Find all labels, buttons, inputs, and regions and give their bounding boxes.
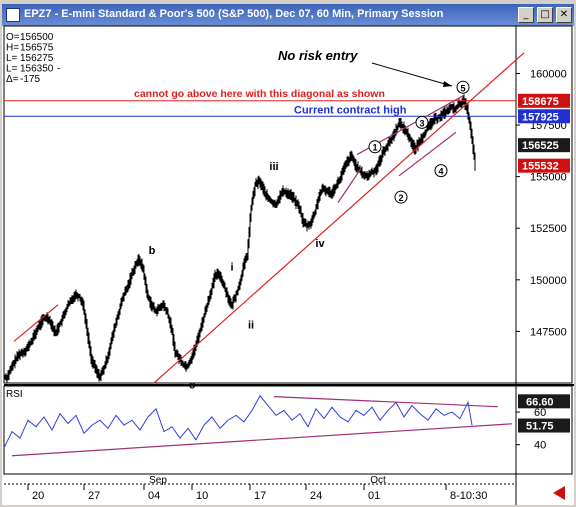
price-tag-label: 157925 <box>522 111 559 123</box>
ohlc-readout-key: L= <box>6 53 18 64</box>
minimize-button[interactable]: _ <box>518 7 534 23</box>
price-tag-label: 155532 <box>522 161 559 173</box>
price-panel: 1475001500001525001550001575001600001586… <box>3 25 573 505</box>
price-tag-label: 156525 <box>522 140 559 152</box>
time-axis-panel: Sep Oct 20 27 04 10 17 24 01 8-10:30 <box>4 475 565 502</box>
close-button[interactable]: ✕ <box>556 7 572 23</box>
wave-circle-label: 4 <box>438 167 443 177</box>
ohlc-readout-key: O= <box>6 32 20 43</box>
rsi-lower-trend <box>11 423 513 457</box>
price-tag-box <box>518 138 570 153</box>
ohlc-readout-value: 156275 <box>20 53 54 64</box>
price-tag-box <box>518 93 570 108</box>
wave-circle <box>394 190 408 204</box>
ohlc-readout-key: H= <box>6 43 19 54</box>
wave-label: b <box>149 245 156 257</box>
rsi-y-tick-label: 60 <box>534 407 546 419</box>
annotation-layer: No risk entry cannot go above here with t… <box>6 32 470 391</box>
time-tick-label: 27 <box>88 490 100 502</box>
ohlc-readout-value: 156575 <box>20 43 54 54</box>
chart-background <box>2 26 574 505</box>
month-label: Sep <box>149 475 167 486</box>
price-tag-label: 158675 <box>522 96 559 108</box>
wave-label: iii <box>269 161 278 173</box>
rsi-series-line <box>3 394 473 449</box>
maximize-button[interactable]: □ <box>537 7 553 23</box>
ohlc-readout-value: -175 <box>20 74 40 85</box>
ohlc-readout-value: 156500 <box>20 32 54 43</box>
rsi-value-tag-label: 51.75 <box>526 421 554 433</box>
ohlc-readout-value: 156350 <box>20 64 54 75</box>
wave-circle-label: 1 <box>372 143 377 153</box>
price-panel-frame <box>3 25 573 384</box>
purple-diagonal-lower <box>398 131 457 177</box>
red-trend-lower <box>153 52 525 384</box>
time-tick-label: 01 <box>368 490 380 502</box>
price-y-tick-label: 147500 <box>530 326 567 338</box>
wave-circle <box>434 164 448 178</box>
month-label: Oct <box>370 475 386 486</box>
time-tick-label: 17 <box>254 490 266 502</box>
no-risk-entry-arrow <box>371 62 453 87</box>
wave-label: ii <box>248 319 254 331</box>
price-y-tick-label: 152500 <box>530 223 567 235</box>
red-trend-upper <box>13 304 59 342</box>
rsi-upper-trend <box>273 395 499 408</box>
window-titlebar[interactable]: EPZ7 - E-mini Standard & Poor's 500 (S&P… <box>2 4 574 26</box>
window-title: EPZ7 - E-mini Standard & Poor's 500 (S&P… <box>24 8 444 20</box>
time-tick-label: 20 <box>32 490 44 502</box>
wave-circle-label: 3 <box>419 118 424 128</box>
price-y-tick-label: 150000 <box>530 275 567 287</box>
ohlc-readout-key: L= <box>6 64 18 75</box>
rsi-value-tag-box <box>518 418 570 433</box>
current-contract-high-annotation: Current contract high <box>294 104 407 116</box>
wave-label: iv <box>315 238 325 250</box>
ohlc-readout-key: Δ= <box>6 74 19 85</box>
price-y-tick-label: 160000 <box>530 68 567 80</box>
wave-circle-label: 5 <box>460 83 465 93</box>
rsi-y-tick-label: 40 <box>534 440 546 452</box>
price-y-tick-label: 155000 <box>530 172 567 184</box>
rsi-value-tag-label: 66.60 <box>526 396 554 408</box>
rsi-value-tag-box <box>518 394 570 409</box>
chart-app-icon <box>6 8 20 22</box>
wave-label: i <box>230 262 233 274</box>
scroll-left-arrow-icon <box>553 486 565 500</box>
time-tick-label: 10 <box>196 490 208 502</box>
wave-circle <box>456 80 470 94</box>
rsi-panel-label: RSI <box>6 389 23 400</box>
price-tag-box <box>518 158 570 173</box>
purple-wave3-channel <box>337 168 362 203</box>
time-tick-label: 04 <box>148 490 160 502</box>
wave-label: c <box>189 379 195 391</box>
no-risk-entry-annotation: No risk entry <box>278 48 358 63</box>
no-risk-entry-arrowhead <box>443 81 452 87</box>
ohlc-readout-glyph: - <box>57 64 60 75</box>
time-tick-label: 8-10:30 <box>450 490 487 502</box>
wave-circle-label: 2 <box>398 193 403 203</box>
wave-circle <box>415 115 429 129</box>
price-tag-box <box>518 109 570 124</box>
cannot-go-above-annotation: cannot go above here with this diagonal … <box>134 88 385 100</box>
wave-circle <box>368 140 382 154</box>
time-tick-label: 24 <box>310 490 322 502</box>
